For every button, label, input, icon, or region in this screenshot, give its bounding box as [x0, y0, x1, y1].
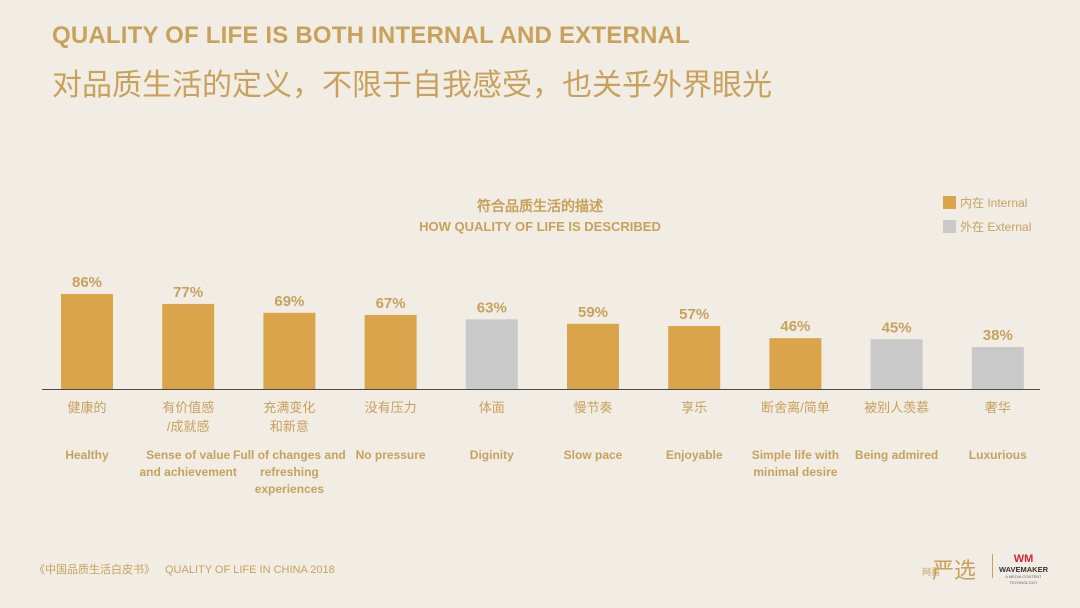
- category-label-en: Simple life with minimal desire: [752, 448, 839, 479]
- data-label: 38%: [983, 327, 1013, 344]
- legend-item-external: 外在 External: [943, 218, 1031, 235]
- bar: [364, 314, 417, 389]
- bar: [61, 293, 113, 389]
- data-label: 86%: [72, 274, 102, 291]
- wavemaker-logo: WM WAVEMAKER A MEDIA CONTENT TECHNOLOGY: [996, 553, 1051, 586]
- category-label-en: Enjoyable: [666, 448, 723, 462]
- category-label-en: Slow pace: [564, 448, 623, 462]
- data-label: 45%: [882, 319, 912, 336]
- legend-label-internal: 内在 Internal: [960, 196, 1028, 210]
- page-title-en: QUALITY OF LIFE IS BOTH INTERNAL AND EXT…: [52, 22, 690, 49]
- chart-title: 符合品质生活的描述: [477, 198, 603, 214]
- page-title-zh: 对品质生活的定义，不限于自我感受，也关乎外界眼光: [52, 69, 772, 102]
- legend-swatch-internal: [943, 196, 956, 209]
- footer-source: 《中国品质生活白皮书》 QUALITY OF LIFE IN CHINA 2018: [34, 561, 335, 577]
- data-label: 46%: [780, 318, 810, 335]
- chart-subtitle: HOW QUALITY OF LIFE IS DESCRIBED: [419, 219, 661, 234]
- data-label: 57%: [679, 306, 709, 323]
- data-label: 67%: [376, 295, 406, 312]
- category-label-zh: 慢节奏: [573, 400, 612, 415]
- category-label-zh: 奢华: [985, 400, 1011, 415]
- category-label-zh: 断舍离/简单: [761, 400, 830, 415]
- wavemaker-logo-name: WAVEMAKER: [998, 565, 1049, 574]
- legend-item-internal: 内在 Internal: [943, 194, 1027, 211]
- legend-label-external: 外在 External: [960, 220, 1032, 234]
- data-label: 59%: [578, 304, 608, 321]
- data-label: 69%: [274, 293, 304, 310]
- footer-source-zh: 《中国品质生活白皮书》: [34, 564, 155, 576]
- bar: [162, 303, 215, 389]
- wavemaker-logo-mark: WM: [1013, 553, 1034, 565]
- yanxuan-logo: 网易严选: [922, 553, 976, 585]
- bar: [870, 339, 923, 389]
- bar: [567, 323, 619, 389]
- category-label-zh: 享乐: [681, 400, 707, 415]
- category-label-en: No pressure: [356, 448, 426, 462]
- bar: [263, 312, 316, 389]
- footer-source-en: QUALITY OF LIFE IN CHINA 2018: [165, 564, 335, 576]
- category-label-en: Luxurious: [969, 448, 1027, 462]
- bar: [465, 319, 518, 389]
- data-label: 63%: [477, 299, 507, 316]
- yanxuan-logo-big: 严选: [932, 559, 977, 584]
- wavemaker-logo-sub: A MEDIA CONTENT TECHNOLOGY: [1005, 574, 1042, 585]
- category-label-en: Healthy: [65, 448, 109, 462]
- category-label-en: Sense of value and achievement: [140, 448, 237, 479]
- category-label-en: Being admired: [855, 448, 938, 462]
- category-label-zh: 没有压力: [365, 400, 417, 415]
- yanxuan-logo-small: 网易: [922, 567, 941, 577]
- category-label-zh: 充满变化和新意: [263, 400, 315, 434]
- category-label-zh: 被别人羡慕: [864, 400, 929, 415]
- category-label-zh: 体面: [479, 400, 505, 415]
- bar: [971, 347, 1024, 389]
- category-label-en: Full of changes and refreshing experiences: [233, 448, 346, 496]
- bar: [668, 326, 721, 389]
- data-label: 77%: [173, 284, 203, 301]
- bar: [769, 338, 822, 389]
- category-label-en: Diginity: [470, 448, 514, 462]
- category-label-zh: 有价值感/成就感: [162, 400, 214, 434]
- logo-divider: [992, 554, 993, 578]
- legend-swatch-external: [943, 220, 956, 233]
- category-label-zh: 健康的: [67, 400, 106, 415]
